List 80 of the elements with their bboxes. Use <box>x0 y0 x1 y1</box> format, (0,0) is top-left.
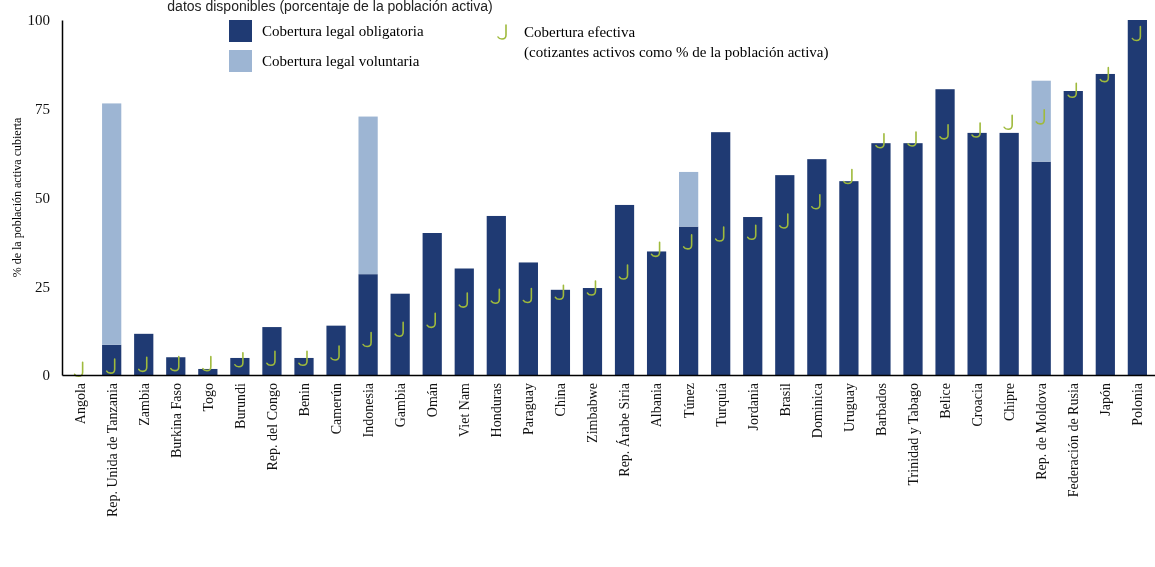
x-tick-label: Rep. de Moldova <box>1034 382 1050 480</box>
bar <box>1031 80 1051 162</box>
bar <box>711 132 731 375</box>
x-tick-label: Trinidad y Tabago <box>905 383 921 486</box>
bar <box>1095 73 1115 375</box>
bar <box>646 251 667 375</box>
x-tick-label: Burundi <box>232 382 248 429</box>
bar <box>1031 161 1051 375</box>
y-tick-label: 0 <box>42 367 50 384</box>
x-tick-label: Barbados <box>873 383 889 436</box>
x-tick-label: China <box>553 382 569 417</box>
bar <box>679 226 699 375</box>
bar <box>358 274 378 375</box>
bar <box>1127 20 1147 375</box>
x-tick-label: Rep. Árabe Siria <box>616 382 633 477</box>
x-tick-label: Zimbabwe <box>585 383 601 443</box>
y-axis-title: % de la población activa cubierta <box>10 117 24 278</box>
bar <box>903 143 923 375</box>
bar <box>807 159 827 375</box>
bar <box>582 288 603 375</box>
y-tick-label: 50 <box>35 189 50 206</box>
bar <box>775 175 795 375</box>
x-tick-label: Benin <box>296 383 312 417</box>
bar <box>390 293 410 375</box>
bar <box>454 268 474 375</box>
y-tick-label: 25 <box>35 278 50 295</box>
x-tick-label: Japón <box>1098 383 1114 416</box>
bar <box>1063 91 1083 375</box>
x-tick-label: Indonesia <box>361 382 376 438</box>
bar <box>967 132 987 375</box>
bar <box>166 357 186 375</box>
y-tick-label: 100 <box>27 12 50 29</box>
bar <box>679 171 699 227</box>
x-tick-label: Croacia <box>970 382 986 427</box>
x-tick-label: Omán <box>425 383 441 418</box>
bar <box>743 217 763 375</box>
x-tick-label: Camerún <box>328 383 344 435</box>
x-tick-label: Honduras <box>489 383 505 438</box>
bar <box>486 215 506 375</box>
x-tick-label: Uruguay <box>841 383 857 432</box>
x-tick-label: Belice <box>937 383 953 419</box>
bar <box>422 233 442 375</box>
bar <box>102 344 122 375</box>
bar <box>518 262 538 375</box>
y-tick-label: 75 <box>35 101 50 118</box>
bar <box>294 357 314 375</box>
x-tick-label: Burkina Faso <box>168 383 184 459</box>
chart-title: datos disponibles (porcentaje de la población activa) <box>167 0 493 14</box>
x-tick-label: Togo <box>200 383 216 412</box>
bar <box>999 132 1019 375</box>
x-tick-label: Dominica <box>809 382 825 439</box>
x-tick-label: Gambia <box>393 382 409 428</box>
bar <box>262 327 282 375</box>
bar <box>326 325 346 375</box>
x-tick-label: Turquía <box>713 382 729 427</box>
x-tick-label: Federación de Rusia <box>1066 382 1082 498</box>
x-tick-label: Viet Nam <box>457 382 473 437</box>
bar <box>614 204 635 375</box>
bar <box>871 143 891 375</box>
x-tick-label: Brasil <box>777 382 793 417</box>
x-tick-label: Zambia <box>136 382 152 426</box>
bar <box>134 333 154 375</box>
bar <box>230 357 250 375</box>
legend-label: Cobertura legal voluntaria <box>262 53 420 69</box>
x-tick-label: Rep. Unida de Tanzania <box>104 382 120 518</box>
x-tick-label: Túnez <box>681 383 697 418</box>
bar <box>839 181 859 375</box>
bar <box>358 116 378 275</box>
x-tick-label: Polonia <box>1130 382 1146 426</box>
bar <box>550 289 571 375</box>
x-tick-label: Rep. del Congo <box>264 383 280 471</box>
bar <box>935 89 955 375</box>
legend-label: Cobertura efectiva (cotizantes activos como % de la población activa) <box>524 24 829 61</box>
x-tick-label: Jordania <box>745 382 761 431</box>
legend-label: Cobertura legal obligatoria <box>262 23 424 39</box>
bar <box>102 103 122 345</box>
x-tick-label: Paraguay <box>521 383 537 436</box>
x-tick-label: Angola <box>72 382 88 425</box>
x-tick-label: Albania <box>649 382 665 428</box>
x-tick-label: Chipre <box>1002 383 1018 422</box>
